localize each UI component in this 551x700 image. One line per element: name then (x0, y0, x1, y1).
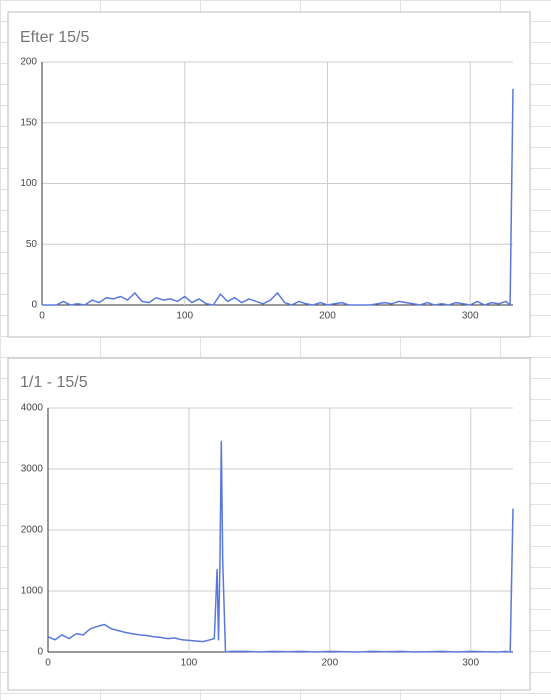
data-line (42, 88, 514, 306)
x-tick-label: 300 (462, 311, 479, 322)
y-tick-label: 3000 (21, 464, 44, 475)
y-tick-label: 4000 (21, 403, 44, 414)
x-tick-label: 200 (321, 658, 338, 669)
x-tick-label: 0 (45, 658, 51, 669)
y-tick-label: 50 (26, 239, 38, 250)
y-tick-label: 150 (20, 117, 37, 128)
y-tick-label: 100 (20, 178, 37, 189)
x-tick-label: 100 (181, 658, 198, 669)
y-tick-label: 200 (20, 57, 37, 68)
chart-title: Efter 15/5 (20, 29, 89, 46)
chart-frame (7, 11, 531, 338)
x-tick-label: 200 (319, 311, 336, 322)
x-tick-label: 0 (39, 311, 45, 322)
y-tick-label: 0 (31, 300, 37, 311)
x-tick-label: 300 (462, 658, 479, 669)
y-tick-label: 1000 (21, 586, 44, 597)
x-tick-label: 100 (176, 311, 193, 322)
data-line (47, 440, 514, 653)
y-tick-label: 2000 (21, 525, 44, 536)
chart-frame (7, 357, 531, 691)
chart-title: 1/1 - 15/5 (20, 374, 88, 391)
y-tick-label: 0 (37, 647, 43, 658)
